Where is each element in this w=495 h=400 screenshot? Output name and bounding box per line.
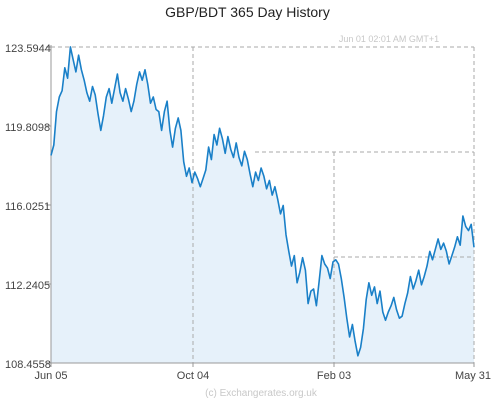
y-tick-label: 112.2405 [5, 280, 50, 292]
x-tick-label: May 31 [455, 370, 491, 382]
x-tick-label: Jun 05 [34, 370, 67, 382]
chart-timestamp: Jun 01 02:01 AM GMT+1 [339, 34, 439, 44]
y-tick-label: 123.5944 [5, 43, 51, 55]
chart-title: GBP/BDT 365 Day History [165, 4, 330, 20]
series-line [50, 46, 475, 357]
x-tick-label: Feb 03 [317, 370, 351, 382]
chart-credit: (c) Exchangerates.org.uk [205, 388, 318, 399]
y-tick-label: 116.0251 [5, 201, 50, 213]
y-tick-label: 108.4558 [5, 359, 51, 371]
series-area [51, 46, 474, 364]
axes: 123.5944 119.8098 116.0251 112.2405 108.… [5, 43, 491, 382]
y-tick-label: 119.8098 [5, 122, 50, 134]
x-tick-label: Oct 04 [177, 370, 209, 382]
plot-area [46, 45, 475, 367]
